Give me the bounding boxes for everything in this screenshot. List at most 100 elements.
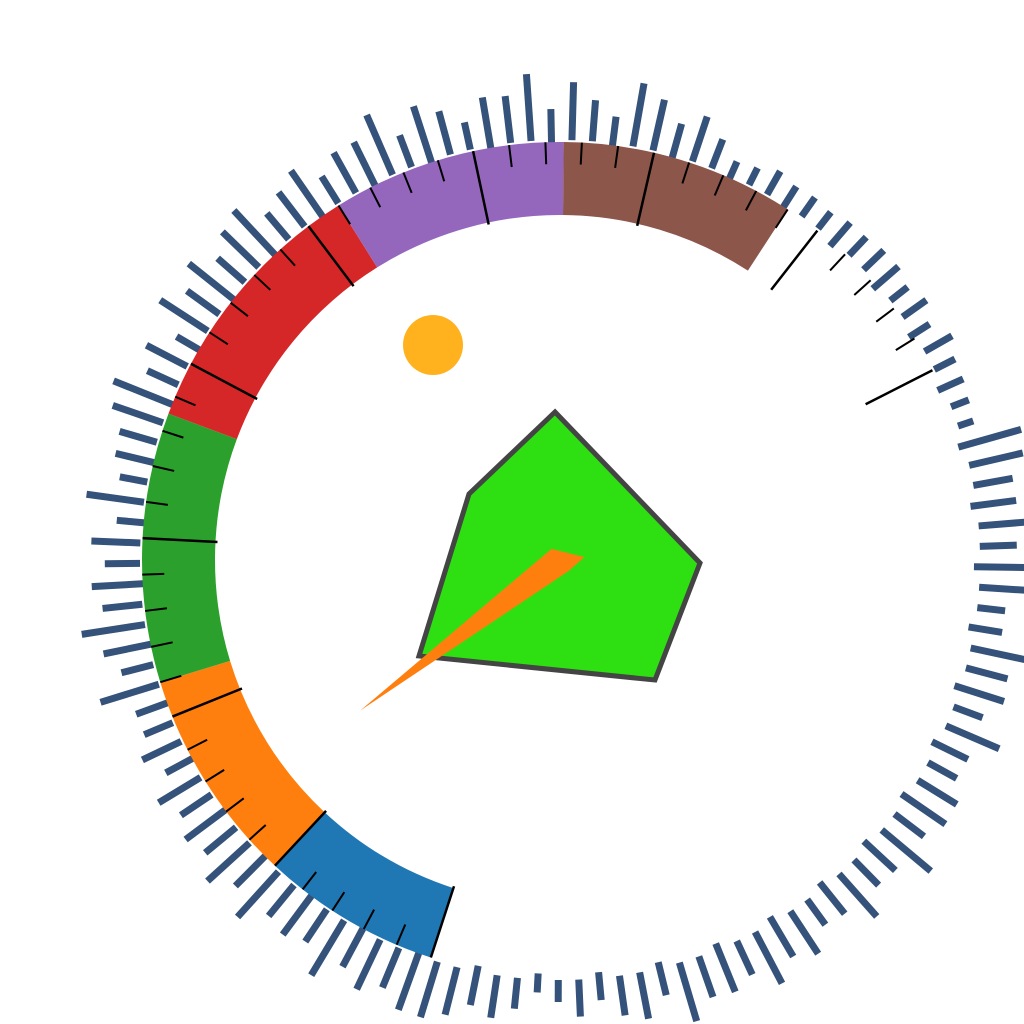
radial-bar bbox=[972, 474, 1014, 489]
radial-bar bbox=[219, 229, 262, 270]
minor-tick bbox=[829, 253, 846, 272]
radial-bar bbox=[215, 255, 248, 285]
radial-bar bbox=[969, 644, 1024, 663]
radial-bar bbox=[888, 284, 910, 304]
major-tick bbox=[635, 152, 656, 227]
minor-tick bbox=[229, 301, 249, 317]
radial-bar bbox=[899, 791, 948, 827]
radial-bar bbox=[81, 621, 146, 638]
radial-bar bbox=[379, 946, 403, 989]
minor-tick bbox=[208, 331, 229, 346]
radial-bar bbox=[140, 738, 183, 764]
radial-bar bbox=[363, 113, 396, 177]
radial-bar bbox=[676, 961, 701, 1023]
radial-bar bbox=[184, 287, 222, 318]
radial-bar bbox=[879, 827, 934, 874]
radial-bar bbox=[186, 260, 239, 305]
gauge-band bbox=[338, 142, 564, 268]
radial-bar bbox=[350, 140, 380, 191]
radial-bar bbox=[264, 211, 292, 242]
minor-tick bbox=[301, 871, 317, 891]
radial-bar bbox=[861, 838, 898, 874]
radial-bar bbox=[733, 939, 756, 977]
radial-bar bbox=[892, 811, 927, 840]
minor-tick bbox=[436, 159, 446, 182]
radial-bar bbox=[417, 960, 441, 1019]
minor-tick bbox=[187, 738, 208, 751]
gauge-band bbox=[160, 660, 325, 866]
radial-bar bbox=[957, 426, 1023, 451]
radial-bar bbox=[815, 210, 834, 231]
radial-bar bbox=[763, 169, 784, 197]
radial-bar bbox=[308, 918, 348, 977]
radial-bar bbox=[568, 82, 578, 141]
radial-bar bbox=[111, 402, 165, 427]
minor-tick bbox=[895, 337, 916, 352]
radial-bar bbox=[944, 722, 1001, 752]
minor-tick bbox=[579, 142, 583, 165]
radial-bar bbox=[158, 297, 210, 335]
radial-bar bbox=[575, 979, 584, 1017]
radial-bar bbox=[120, 661, 155, 677]
minor-tick bbox=[369, 187, 382, 208]
radial-bar bbox=[949, 396, 971, 411]
radial-bar bbox=[395, 948, 424, 1012]
radial-bar bbox=[91, 580, 147, 591]
minor-tick bbox=[614, 145, 620, 168]
radial-bar bbox=[91, 537, 141, 547]
minor-tick bbox=[337, 204, 352, 225]
radial-bar bbox=[279, 890, 317, 937]
radial-bar bbox=[965, 664, 1009, 683]
radial-bar bbox=[588, 99, 600, 142]
major-tick bbox=[190, 362, 258, 401]
major-tick bbox=[274, 810, 327, 867]
major-tick bbox=[142, 536, 218, 544]
radial-bar bbox=[915, 777, 959, 808]
radial-bar bbox=[973, 563, 1024, 572]
minor-tick bbox=[204, 768, 225, 783]
radial-bar bbox=[900, 297, 929, 320]
radial-bar bbox=[689, 115, 711, 163]
radial-bar bbox=[708, 138, 727, 170]
gauge-band bbox=[563, 142, 788, 271]
radial-bar bbox=[410, 105, 437, 168]
radial-bar bbox=[460, 121, 474, 151]
radial-bar bbox=[533, 973, 542, 993]
radial-bar bbox=[119, 473, 148, 486]
radial-bar bbox=[970, 496, 1017, 510]
radial-bar bbox=[654, 961, 670, 997]
radial-bar bbox=[968, 449, 1024, 469]
radial-bar bbox=[86, 490, 145, 506]
radial-bar bbox=[142, 719, 175, 738]
minor-tick bbox=[875, 307, 895, 323]
radial-bar bbox=[956, 417, 975, 430]
minor-tick bbox=[853, 279, 872, 296]
radial-bar bbox=[930, 738, 970, 763]
radial-bar bbox=[441, 966, 461, 1016]
radial-bar bbox=[649, 98, 668, 152]
radial-bar bbox=[396, 134, 415, 169]
radial-bar bbox=[234, 869, 282, 920]
radial-bar bbox=[116, 516, 148, 527]
radial-bar bbox=[522, 73, 535, 142]
radial-bar bbox=[979, 541, 1017, 550]
radial-bar bbox=[932, 355, 957, 373]
radial-bar bbox=[595, 971, 605, 1001]
radial-bar bbox=[114, 450, 159, 467]
radial-bar bbox=[636, 971, 653, 1020]
radial-bar bbox=[478, 96, 495, 153]
radial-bar bbox=[629, 82, 648, 147]
radial-bar bbox=[766, 915, 797, 959]
radial-bar bbox=[778, 184, 800, 213]
indicator-dot bbox=[403, 315, 463, 375]
minor-tick bbox=[225, 797, 245, 813]
minor-tick bbox=[774, 208, 789, 229]
minor-tick bbox=[159, 674, 182, 684]
radial-bar bbox=[156, 774, 203, 806]
radial-bar bbox=[353, 938, 384, 991]
minor-tick bbox=[544, 142, 548, 165]
minor-tick bbox=[145, 500, 168, 506]
radial-bar bbox=[922, 332, 954, 355]
radial-bar bbox=[836, 871, 880, 919]
radial-bar bbox=[952, 703, 984, 721]
